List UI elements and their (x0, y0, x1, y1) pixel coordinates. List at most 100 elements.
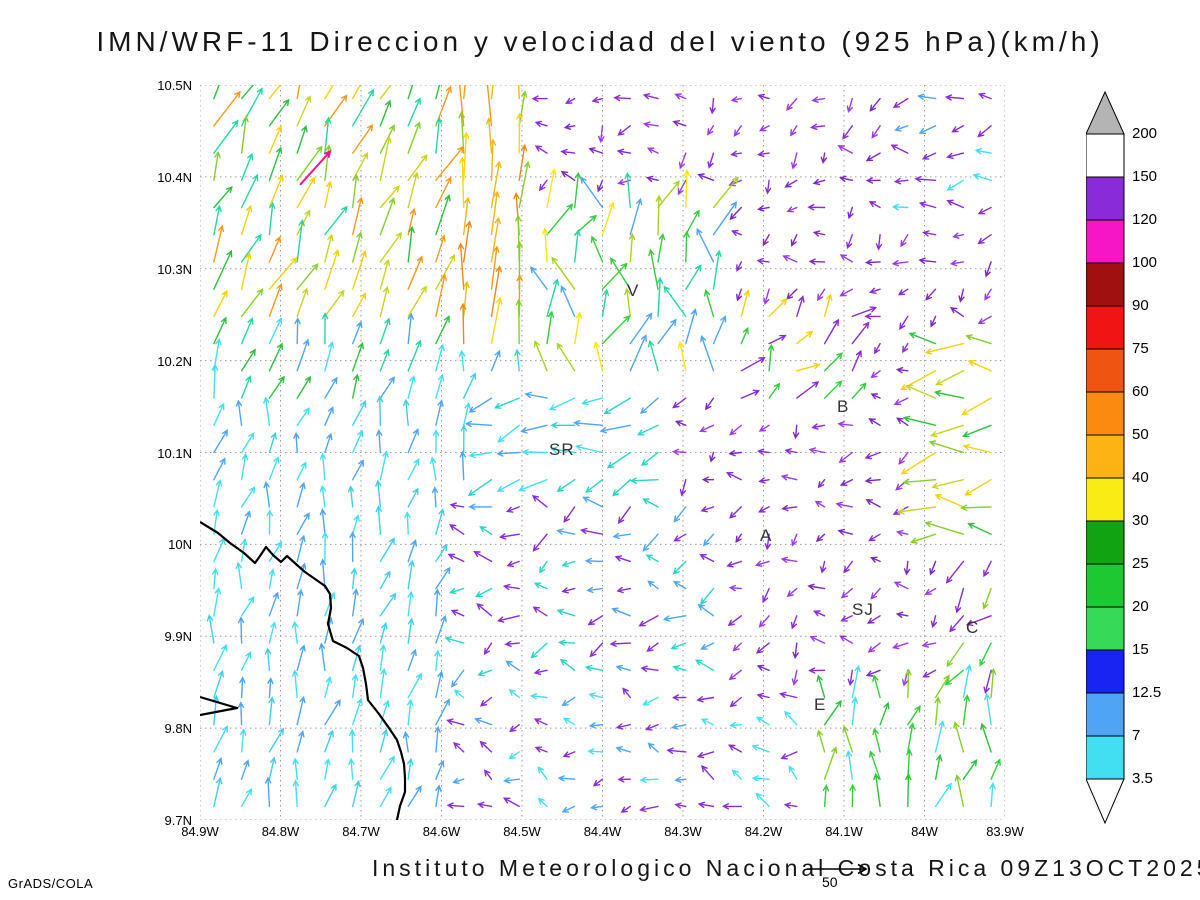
wind-arrow (896, 529, 909, 537)
wind-arrow (729, 206, 742, 221)
wind-arrow (534, 746, 548, 753)
wind-arrow (620, 805, 631, 813)
wind-arrow (647, 339, 659, 372)
wind-arrow (935, 370, 965, 386)
wind-arrow (296, 407, 310, 426)
wind-arrow (559, 658, 576, 671)
wind-arrow (530, 642, 548, 659)
chart-title: IMN/WRF-11 Direccion y velocidad del vie… (96, 26, 1104, 57)
wind-arrow (562, 717, 576, 726)
wind-arrow (407, 171, 419, 209)
wind-arrow (235, 399, 243, 426)
wind-arrow (758, 506, 770, 513)
wind-arrow (516, 112, 523, 154)
wind-arrow (296, 375, 311, 399)
colorbar-segment (1086, 649, 1125, 694)
x-axis-tick-label: 84W (911, 824, 938, 839)
wind-arrow (546, 310, 555, 345)
wind-arrow (930, 315, 937, 328)
wind-arrow (867, 642, 881, 653)
wind-arrow (870, 587, 881, 600)
wind-arrow (728, 669, 742, 681)
wind-arrow (731, 769, 742, 780)
wind-arrow (296, 481, 306, 508)
footer-caption: Instituto Meteorologico Nacional Costa R… (372, 855, 1200, 881)
wind-arrow (611, 607, 631, 617)
wind-arrow (727, 615, 742, 627)
wind-arrow (812, 178, 826, 186)
wind-arrow (541, 227, 549, 263)
wind-arrow (490, 265, 503, 318)
wind-arrow (907, 705, 921, 726)
wind-arrow (296, 176, 316, 209)
wind-arrow (624, 287, 631, 318)
wind-arrow (907, 722, 916, 753)
wind-arrow (811, 423, 826, 430)
wind-arrow (263, 396, 271, 426)
wind-arrow (485, 117, 493, 154)
wind-arrow (944, 669, 965, 686)
wind-arrow (240, 288, 264, 318)
wind-arrow (240, 233, 262, 263)
wind-arrow (264, 647, 272, 671)
wind-arrow (674, 802, 687, 809)
wind-arrow (870, 370, 881, 379)
wind-arrow (648, 248, 659, 290)
wind-arrow (700, 506, 715, 513)
wind-arrow (617, 776, 631, 783)
wind-arrow (796, 295, 805, 318)
wind-arrow (296, 263, 319, 290)
wind-arrow (240, 152, 254, 181)
wind-arrow (587, 748, 604, 755)
wind-arrow (379, 786, 392, 808)
wind-arrow (696, 696, 715, 703)
wind-arrow (268, 568, 276, 590)
wind-arrow (838, 451, 853, 464)
wind-arrow (475, 587, 493, 598)
wind-arrow (476, 801, 493, 809)
wind-arrow (697, 604, 715, 617)
reference-vector-label: 50 (822, 874, 838, 890)
wind-arrow (646, 147, 659, 154)
wind-arrow (379, 135, 392, 181)
wind-arrow (561, 560, 576, 567)
wind-arrow (946, 199, 965, 209)
wind-arrow (666, 747, 687, 754)
wind-arrow (435, 315, 450, 345)
wind-arrow (490, 245, 500, 290)
wind-arrow (893, 177, 909, 185)
wind-arrow (784, 710, 798, 726)
wind-arrow (707, 125, 715, 136)
wind-arrow (758, 424, 770, 432)
wind-arrow (779, 691, 798, 699)
wind-arrow (642, 696, 659, 706)
wind-arrow (709, 97, 716, 115)
wind-arrow (446, 802, 465, 809)
wind-arrow (379, 728, 389, 753)
wind-arrow (476, 603, 493, 617)
wind-arrow (463, 196, 471, 236)
wind-arrow (502, 797, 520, 808)
wind-arrow (324, 248, 340, 290)
wind-arrow (851, 664, 861, 699)
wind-arrow (840, 587, 853, 599)
colorbar-segment (1086, 305, 1125, 350)
wind-arrow (324, 180, 333, 209)
wind-arrow (617, 125, 631, 136)
wind-arrow (435, 193, 451, 236)
wind-arrow (674, 420, 687, 427)
wind-arrow (677, 179, 687, 196)
wind-arrow (961, 397, 992, 416)
wind-arrow (754, 560, 770, 567)
wind-arrow (592, 778, 604, 787)
wind-arrow (593, 340, 604, 372)
wind-arrow (407, 339, 422, 372)
wind-arrow (697, 801, 715, 808)
wind-arrow (563, 123, 576, 130)
wind-arrow (696, 227, 715, 263)
wind-arrow (701, 476, 715, 483)
colorbar-label: 60 (1132, 383, 1149, 400)
wind-arrow (897, 288, 909, 296)
colorbar-over-triangle (1086, 90, 1125, 135)
wind-arrow (612, 532, 631, 540)
